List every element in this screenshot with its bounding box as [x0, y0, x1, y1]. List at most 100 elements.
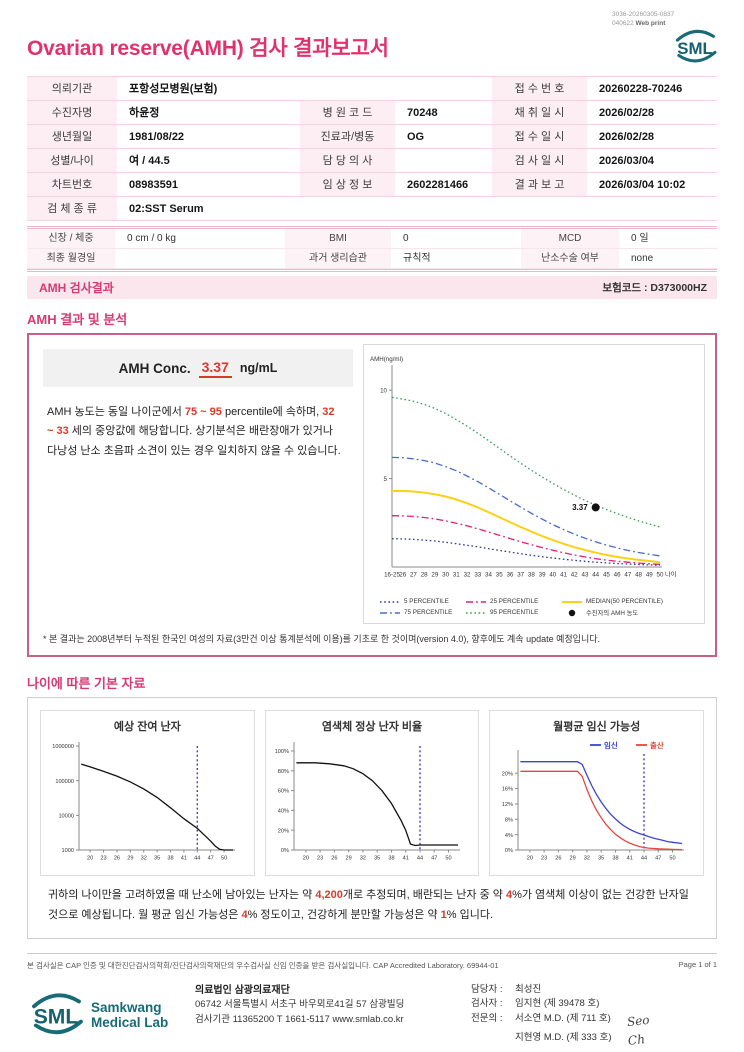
normal-egg-ratio-card: 염색체 정상 난자 비율 0% 20% 40% 60% 80% 100% 20 23 26 29 3… — [264, 710, 480, 876]
svg-text:30: 30 — [442, 572, 449, 579]
field-label: 임 상 정 보 — [300, 173, 395, 197]
svg-text:28: 28 — [421, 572, 428, 579]
web-print-badge: Web print — [635, 20, 666, 28]
svg-text:37: 37 — [517, 572, 524, 579]
svg-text:47: 47 — [431, 856, 437, 862]
field-value: 02:SST Serum — [117, 197, 717, 221]
field-label: 난소수술 여부 — [521, 249, 619, 269]
field-label: 의뢰기관 — [27, 77, 117, 101]
amh-result-band: AMH 검사결과 보험코드 : D373000HZ — [27, 276, 717, 299]
svg-text:23: 23 — [317, 856, 323, 862]
field-value — [395, 149, 492, 173]
highlight-value: 32 ~ 33 — [47, 406, 335, 438]
field-value: 70248 — [395, 101, 492, 125]
band-title: AMH 검사결과 — [39, 281, 114, 295]
staff-row: 지현영 M.D. (제 333 호) Ch — [471, 1031, 649, 1050]
cap-accreditation-row: 본 검사실은 CAP 인증 및 대한진단검사의학회/진단검사의학재단의 우수검사… — [27, 954, 717, 975]
svg-text:47: 47 — [655, 856, 661, 862]
page-number: Page 1 of 1 — [678, 959, 717, 969]
field-value: none — [619, 249, 717, 269]
svg-text:29: 29 — [127, 856, 133, 862]
age-summary-text: 귀하의 나이만을 고려하였을 때 난소에 남아있는 난자는 약 4,200개로 … — [40, 876, 704, 930]
svg-text:5: 5 — [384, 476, 388, 483]
conc-value: 3.37 — [198, 359, 232, 378]
text-segment: 세의 중앙값에 해당합니다. 상기분석은 배란장애가 있거나 다낭성 난소 초음… — [47, 425, 341, 457]
svg-text:26: 26 — [399, 572, 406, 579]
svg-text:41: 41 — [627, 856, 633, 862]
field-value: 20260228-70246 — [587, 77, 717, 101]
svg-text:23: 23 — [541, 856, 547, 862]
field-value: 2026/02/28 — [587, 101, 717, 125]
vitals-table: 신장 / 체중 0 cm / 0 kg BMI 0 MCD 0 일 최종 월경일 과거 생리습… — [27, 226, 717, 272]
legend-label: 75 PERCENTILE — [404, 609, 453, 616]
legend-label: 5 PERCENTILE — [404, 598, 449, 605]
org-name: 의료법인 삼광의료재단 — [195, 984, 290, 996]
staff-row: 담당자 : 최성진 — [471, 983, 542, 995]
svg-text:26: 26 — [114, 856, 120, 862]
legend-item: 95 PERCENTILE — [465, 607, 561, 618]
svg-text:10: 10 — [380, 388, 387, 395]
field-value: 08983591 — [117, 173, 300, 197]
mini-chart-cards: 예상 잔여 난자 1000 10000 100000 1000000 20 23 26 29 3… — [40, 710, 705, 876]
footer-divider — [27, 952, 717, 954]
conc-label: AMH Conc. — [118, 360, 191, 376]
sml-footer-logo-icon: SML — [27, 990, 85, 1041]
field-value: 여 / 44.5 — [117, 149, 300, 173]
highlight-value: 4,200 — [315, 889, 343, 901]
highlight-value: 4 — [505, 889, 513, 901]
text-segment: AMH 농도는 동일 나이군에서 — [47, 406, 185, 418]
svg-text:46: 46 — [614, 572, 621, 579]
age-data-box: 예상 잔여 난자 1000 10000 100000 1000000 20 23 26 29 3… — [27, 697, 717, 939]
conc-unit: ng/mL — [239, 361, 278, 375]
insurance-code: 보험코드 : D373000HZ — [602, 282, 707, 294]
svg-text:41: 41 — [402, 856, 408, 862]
field-label: 채 취 일 시 — [492, 101, 587, 125]
svg-text:0%: 0% — [505, 848, 513, 854]
remaining-eggs-chart: 1000 10000 100000 1000000 20 23 26 29 32 35 38 41 44… — [52, 742, 235, 862]
svg-text:50: 50 — [445, 856, 451, 862]
svg-text:35: 35 — [598, 856, 604, 862]
svg-text:35: 35 — [154, 856, 160, 862]
staff-row: 전문의 : 서소연 M.D. (제 711 호) Seo — [471, 1012, 650, 1031]
remaining-eggs-card: 예상 잔여 난자 1000 10000 100000 1000000 20 23 26 29 3… — [40, 710, 255, 876]
svg-text:10000: 10000 — [58, 813, 74, 819]
svg-text:출산: 출산 — [650, 740, 664, 750]
text-segment: percentile에 속하며, — [221, 406, 323, 418]
svg-text:60%: 60% — [277, 789, 288, 795]
text-segment: %가 염색체 이상이 없는 건강한 난자일 것으로 예상됩니다. 월 평균 임신… — [48, 889, 689, 921]
svg-text:4%: 4% — [505, 833, 513, 839]
svg-text:29: 29 — [345, 856, 351, 862]
percentile-chart-frame: 5 10 16-25 26 27 28 29 30 31 32 33 34 35 36 37 38 39 40 41… — [363, 344, 705, 624]
footer-main: SML Samkwang Medical Lab 의료법인 삼광의료재단 067… — [27, 983, 717, 1050]
svg-text:39: 39 — [539, 572, 546, 579]
field-label: 생년월일 — [27, 125, 117, 149]
section-title-analysis: AMH 결과 및 분석 — [27, 312, 128, 327]
cap-line: 본 검사실은 CAP 인증 및 대한진단검사의학회/진단검사의학재단의 우수검사… — [27, 960, 499, 970]
svg-text:26: 26 — [331, 856, 337, 862]
field-value: 1981/08/22 — [117, 125, 300, 149]
svg-text:16%: 16% — [502, 787, 513, 793]
svg-text:27: 27 — [410, 572, 417, 579]
svg-text:40%: 40% — [277, 809, 288, 815]
svg-text:20: 20 — [87, 856, 93, 862]
field-value — [115, 249, 285, 269]
svg-text:38: 38 — [528, 572, 535, 579]
field-value: 규칙적 — [391, 249, 521, 269]
field-value: 0 cm / 0 kg — [115, 229, 285, 249]
svg-text:50: 50 — [670, 856, 676, 862]
doctor-signature: Seo — [626, 1012, 650, 1030]
svg-text:20%: 20% — [502, 771, 513, 777]
svg-text:80%: 80% — [277, 769, 288, 775]
svg-text:29: 29 — [570, 856, 576, 862]
svg-text:44: 44 — [592, 572, 599, 579]
org-contact: 검사기관 11365200 T 1661-5117 www.smlab.co.k… — [195, 1013, 404, 1025]
field-label: BMI — [285, 229, 391, 249]
field-label: 병 원 코 드 — [300, 101, 395, 125]
normal-egg-ratio-chart: 0% 20% 40% 60% 80% 100% 20 23 26 29 32 35 38 41 44 47 50 — [274, 742, 460, 862]
analysis-chart-pane: 5 10 16-25 26 27 28 29 30 31 32 33 34 35 36 37 38 39 40 41… — [359, 335, 715, 628]
svg-text:32: 32 — [359, 856, 365, 862]
svg-text:8%: 8% — [505, 817, 513, 823]
svg-text:35: 35 — [496, 572, 503, 579]
organization-block: 의료법인 삼광의료재단 06742 서울특별시 서초구 바우뫼로41길 57 삼… — [195, 983, 445, 1050]
